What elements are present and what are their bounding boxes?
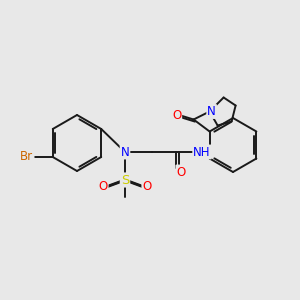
Text: Br: Br	[20, 151, 33, 164]
Text: O: O	[176, 166, 186, 178]
Text: S: S	[121, 173, 129, 187]
Text: O: O	[142, 181, 152, 194]
Text: N: N	[121, 146, 129, 158]
Text: N: N	[207, 105, 216, 118]
Text: O: O	[172, 109, 181, 122]
Text: O: O	[98, 181, 108, 194]
Text: NH: NH	[193, 146, 211, 158]
